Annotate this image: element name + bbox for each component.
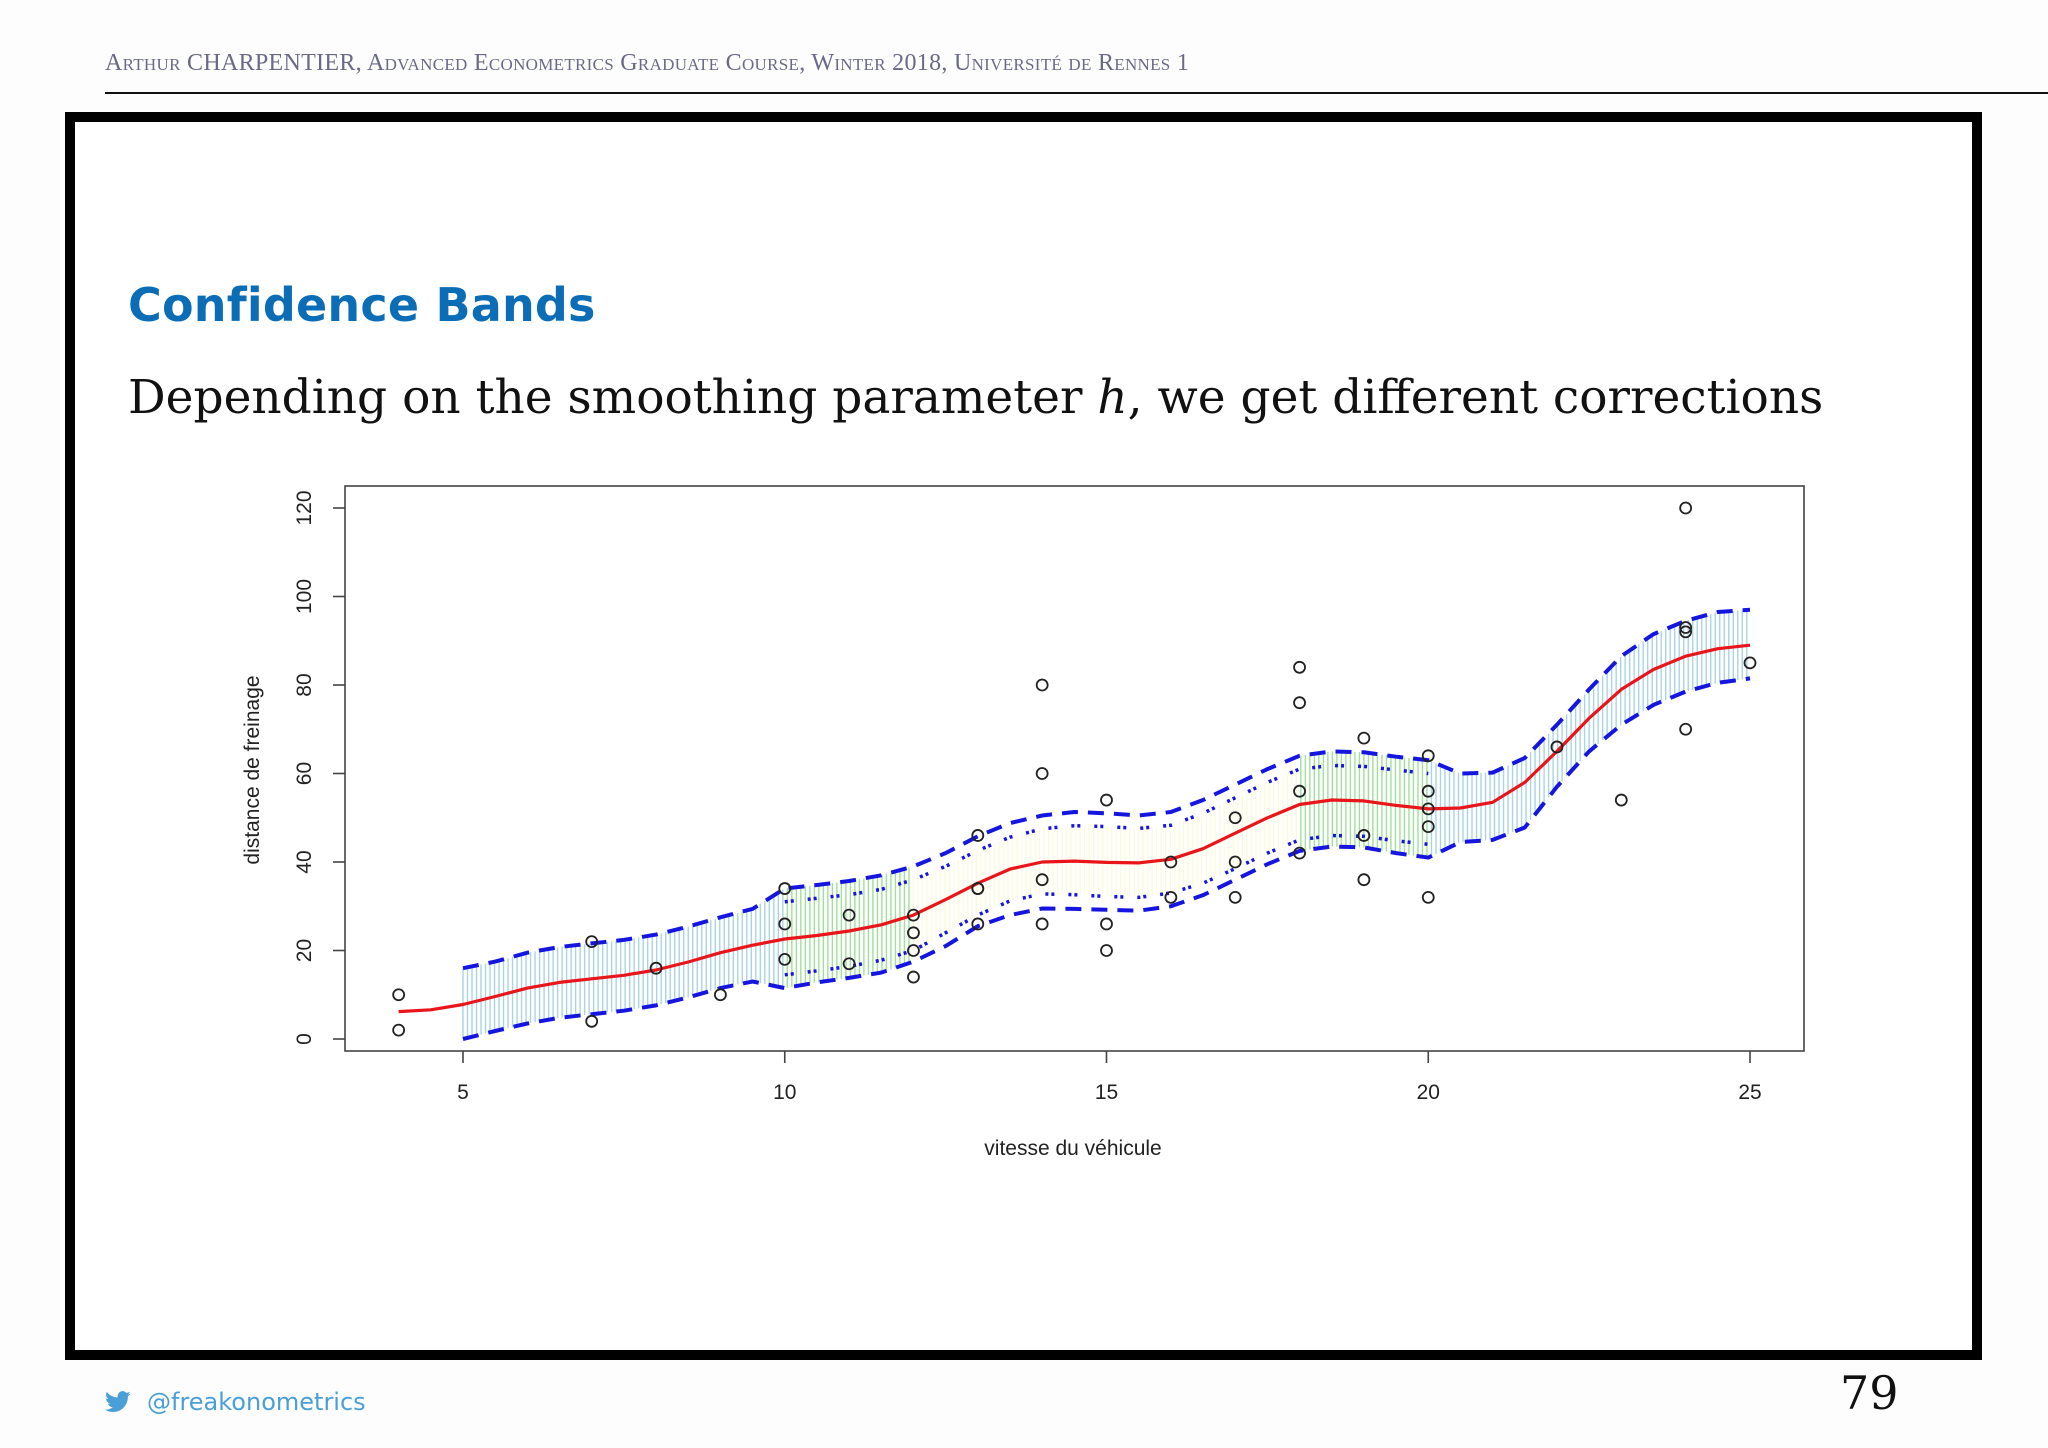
twitter-handle-link[interactable]: @freakonometrics [105, 1388, 366, 1416]
slide-title: Confidence Bands [128, 278, 596, 332]
slide-body-text: Depending on the smoothing parameter h, … [128, 370, 1823, 425]
body-text-before: Depending on the smoothing parameter [128, 370, 1098, 425]
body-text-after: , we get different corrections [1127, 370, 1824, 425]
running-header: Arthur CHARPENTIER, Advanced Econometric… [105, 50, 1190, 76]
twitter-bird-icon [105, 1391, 131, 1413]
twitter-handle: @freakonometrics [147, 1388, 366, 1416]
page-number: 79 [1840, 1366, 1899, 1420]
header-rule [105, 92, 2048, 94]
math-variable-h: h [1097, 370, 1128, 425]
